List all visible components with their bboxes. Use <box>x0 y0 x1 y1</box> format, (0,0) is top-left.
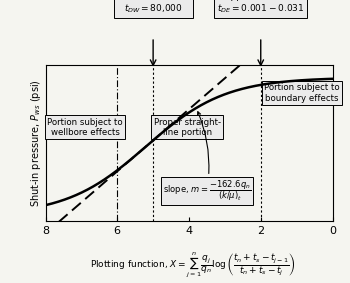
Text: slope, $m = \dfrac{-162.6q_n}{(k/\mu)_t}$: slope, $m = \dfrac{-162.6q_n}{(k/\mu)_t}… <box>163 112 251 203</box>
Y-axis label: Shut-in pressure, $P_{ws}$ (psi): Shut-in pressure, $P_{ws}$ (psi) <box>29 79 43 207</box>
Text: Upper time limit
$t_{DE} = 0.001 - 0.031$: Upper time limit $t_{DE} = 0.001 - 0.031… <box>217 0 304 15</box>
Text: Proper straight-
line portion: Proper straight- line portion <box>154 118 221 137</box>
Text: Portion subject to
wellbore effects: Portion subject to wellbore effects <box>47 118 123 137</box>
Text: Portion subject to
boundary effects: Portion subject to boundary effects <box>264 83 340 103</box>
Text: Plotting function, $X = \sum_{j=1}^{n} \dfrac{q_j}{q_n} \log\left(\dfrac{t_n + t: Plotting function, $X = \sum_{j=1}^{n} \… <box>90 251 295 280</box>
Text: Lower time limit
$t_{DW} = 80{,}000$: Lower time limit $t_{DW} = 80{,}000$ <box>116 0 190 15</box>
